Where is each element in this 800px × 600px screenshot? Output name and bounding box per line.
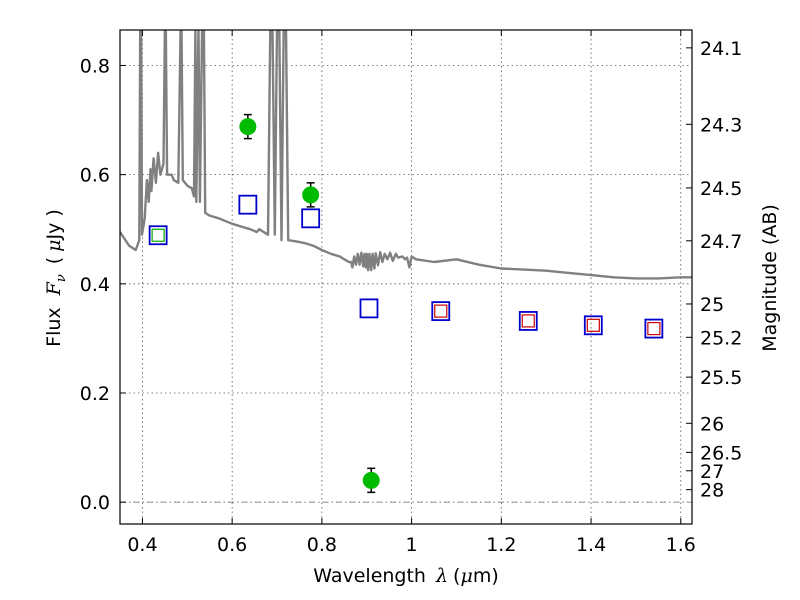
magnitude-tick-label: 25.5 (700, 367, 742, 389)
magnitude-tick-label: 28 (700, 480, 724, 502)
model-flux-inner-square (151, 228, 165, 242)
model-flux-square (148, 225, 168, 246)
y-tick-label: 0.0 (80, 492, 110, 514)
model-flux-inner-square (521, 314, 535, 328)
model-flux-square (644, 318, 664, 339)
y-tick-label: 0.2 (80, 383, 110, 405)
observed-flux-point (239, 118, 257, 136)
magnitude-tick-label: 27 (700, 461, 724, 483)
magnitude-tick-label: 24.3 (700, 114, 742, 136)
magnitude-tick-label: 24.7 (700, 231, 742, 253)
magnitude-tick-label: 26 (700, 413, 724, 435)
model-flux-square (238, 194, 258, 215)
model-spectrum (120, 30, 692, 280)
x-axis-label: Wavelength λ (μm) (313, 565, 498, 587)
x-tick-label: 1.2 (486, 534, 516, 556)
magnitude-tick-label: 26.5 (700, 442, 742, 464)
magnitude-tick-label: 25.2 (700, 327, 742, 349)
y-tick-labels: 0.0 0.2 0.4 0.6 0.8 (80, 55, 110, 514)
x-tick-label: 1.4 (576, 534, 606, 556)
x-tick-label: 0.4 (127, 534, 157, 556)
magnitude-axis-label: Magnitude (AB) (759, 204, 781, 352)
axis-ticks (120, 30, 692, 524)
observed-flux-point (302, 186, 320, 204)
magnitude-tick-label: 24.1 (700, 38, 742, 60)
y-tick-label: 0.4 (80, 274, 110, 296)
model-flux-inner-square (586, 318, 600, 332)
magnitude-tick-label: 24.5 (700, 178, 742, 200)
x-tick-label: 1.6 (666, 534, 696, 556)
model-flux-square (518, 311, 538, 331)
spectrum-line (120, 30, 692, 280)
x-tick-label: 0.6 (217, 534, 247, 556)
y-axis-label: FluxFν(μJy ) (43, 209, 69, 347)
x-tick-labels: 0.4 0.6 0.8 1 1.2 1.4 1.6 (127, 534, 696, 556)
observed-flux-point (362, 471, 380, 489)
model-flux-square (583, 315, 603, 336)
plot-area (120, 30, 692, 524)
model-flux-inner-square (647, 321, 661, 336)
plot-frame (119, 29, 693, 525)
model-flux-square (431, 301, 451, 322)
photometry-markers (148, 113, 664, 494)
magnitude-tick-label: 25 (700, 294, 724, 316)
x-tick-label: 0.8 (307, 534, 337, 556)
y-tick-label: 0.8 (80, 55, 110, 77)
model-flux-inner-square (434, 304, 448, 318)
model-flux-square (301, 208, 321, 229)
y-tick-label: 0.6 (80, 165, 110, 187)
x-tick-label: 1 (406, 534, 418, 556)
model-flux-square (359, 298, 379, 319)
